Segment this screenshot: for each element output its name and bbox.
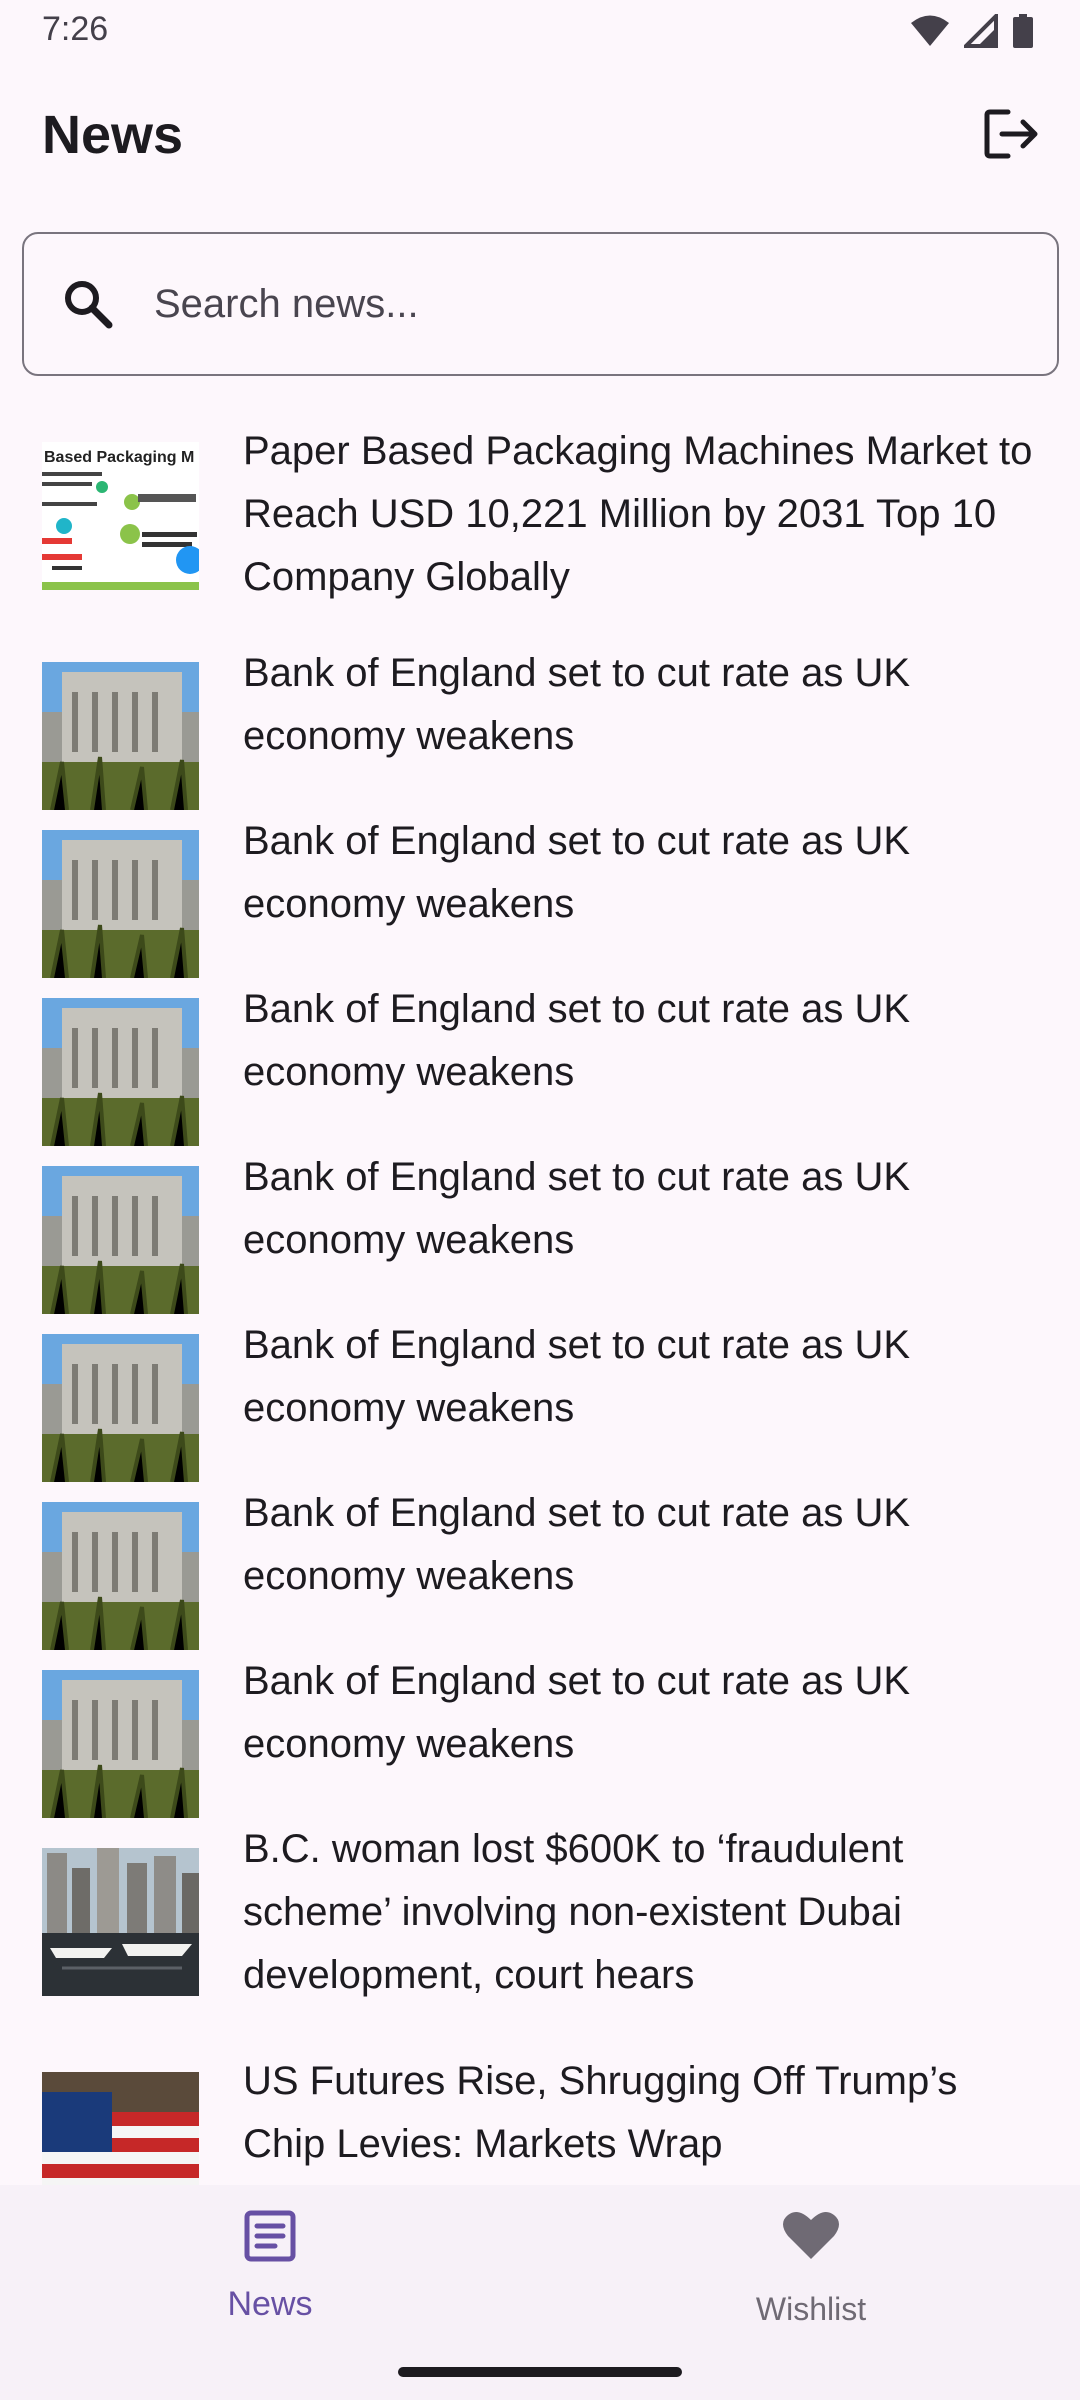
news-headline: B.C. woman lost $600K to ‘fraudulent sch… <box>243 1827 904 1997</box>
status-time: 7:26 <box>42 10 109 48</box>
list-item[interactable]: Bank of England set to cut rate as UK ec… <box>0 642 1080 810</box>
bottom-navigation: News Wishlist <box>0 2185 1080 2400</box>
news-headline: Paper Based Packaging Machines Market to… <box>243 429 1033 599</box>
app-bar: News <box>0 90 1080 180</box>
list-item[interactable]: B.C. woman lost $600K to ‘fraudulent sch… <box>0 1818 1080 2050</box>
news-thumbnail <box>42 998 199 1146</box>
news-headline: Bank of England set to cut rate as UK ec… <box>243 987 911 1094</box>
news-headline: Bank of England set to cut rate as UK ec… <box>243 1155 911 1262</box>
news-headline: US Futures Rise, Shrugging Off Trump’s C… <box>243 2059 958 2166</box>
status-icons <box>910 11 1034 53</box>
list-item[interactable]: Bank of England set to cut rate as UK ec… <box>0 1650 1080 1818</box>
news-headline: Bank of England set to cut rate as UK ec… <box>243 651 911 758</box>
home-indicator[interactable] <box>398 2367 682 2377</box>
logout-button[interactable] <box>976 100 1048 172</box>
status-bar: 7:26 <box>0 0 1080 60</box>
nav-item-news[interactable]: News <box>120 2209 420 2324</box>
news-list[interactable]: Based Packaging M <box>0 420 1080 2185</box>
news-thumbnail <box>42 1670 199 1818</box>
list-item[interactable]: Bank of England set to cut rate as UK ec… <box>0 1482 1080 1650</box>
page-title: News <box>42 105 184 165</box>
list-item[interactable]: Bank of England set to cut rate as UK ec… <box>0 978 1080 1146</box>
cell-signal-icon <box>961 11 998 53</box>
list-item[interactable]: Based Packaging M <box>0 420 1080 620</box>
news-thumbnail <box>42 830 199 978</box>
news-thumbnail <box>42 1848 199 1996</box>
nav-label-wishlist: Wishlist <box>755 2291 867 2327</box>
search-icon <box>58 274 118 334</box>
news-thumbnail <box>42 2072 199 2185</box>
nav-label-news: News <box>227 2285 313 2323</box>
wifi-icon <box>910 14 950 53</box>
news-thumbnail: Based Packaging M <box>42 442 199 590</box>
list-item[interactable]: Bank of England set to cut rate as UK ec… <box>0 1146 1080 1314</box>
list-item[interactable]: Bank of England set to cut rate as UK ec… <box>0 810 1080 978</box>
heart-icon <box>661 2209 961 2273</box>
news-headline: Bank of England set to cut rate as UK ec… <box>243 1491 911 1598</box>
battery-icon <box>1012 14 1034 53</box>
news-thumbnail <box>42 662 199 810</box>
search-input[interactable] <box>152 280 972 328</box>
news-headline: Bank of England set to cut rate as UK ec… <box>243 1323 911 1430</box>
list-item[interactable]: Bank of England set to cut rate as UK ec… <box>0 1314 1080 1482</box>
news-thumbnail <box>42 1502 199 1650</box>
list-item[interactable]: US Futures Rise, Shrugging Off Trump’s C… <box>0 2050 1080 2185</box>
news-thumbnail <box>42 1334 199 1482</box>
nav-item-wishlist[interactable]: Wishlist <box>661 2209 961 2328</box>
news-thumbnail <box>42 1166 199 1314</box>
article-icon <box>120 2209 420 2273</box>
logout-icon <box>984 108 1040 165</box>
news-headline: Bank of England set to cut rate as UK ec… <box>243 1659 911 1766</box>
search-field[interactable] <box>22 232 1059 376</box>
news-headline: Bank of England set to cut rate as UK ec… <box>243 819 911 926</box>
thumb-caption: Based Packaging M <box>44 449 194 466</box>
